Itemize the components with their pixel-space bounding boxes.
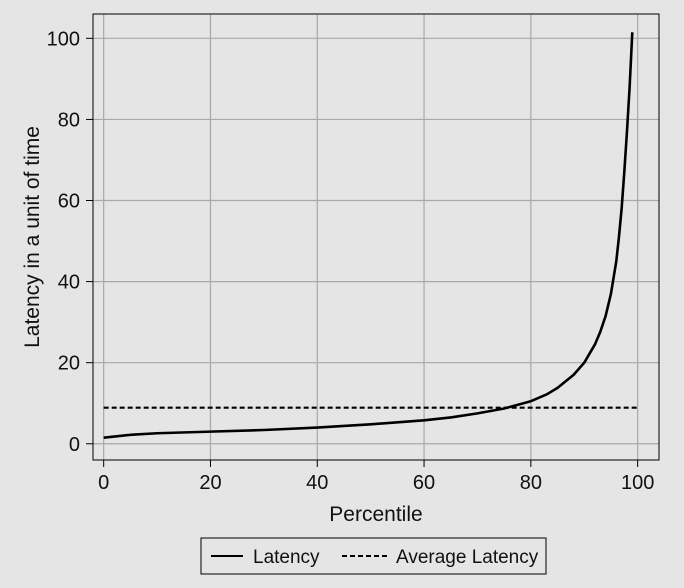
x-tick-label: 100 [621, 472, 654, 494]
y-tick-label: 0 [69, 434, 80, 456]
series-layer [103, 32, 638, 439]
x-tick-label: 80 [520, 472, 542, 494]
y-tick-label: 100 [47, 28, 80, 50]
legend: Latency Average Latency [200, 537, 547, 575]
plot-frame [92, 13, 660, 461]
x-tick-label: 0 [98, 472, 109, 494]
y-axis-title: Latency in a unit of time [21, 126, 44, 348]
axes: 0 20 40 60 80 100 0 20 40 60 80 100 [47, 13, 660, 494]
x-axis-title: Percentile [329, 503, 422, 526]
x-tick-label: 40 [306, 472, 328, 494]
y-tick-label: 40 [58, 272, 80, 294]
legend-label-average-latency: Average Latency [396, 547, 539, 568]
grid [93, 14, 659, 460]
x-tick-label: 60 [413, 472, 435, 494]
legend-box [200, 537, 547, 575]
legend-label-latency: Latency [253, 547, 320, 568]
y-tick-label: 60 [58, 191, 80, 213]
latency-line [103, 32, 634, 439]
y-tick-label: 20 [58, 353, 80, 375]
y-tick-label: 80 [58, 109, 80, 131]
x-tick-label: 20 [199, 472, 221, 494]
